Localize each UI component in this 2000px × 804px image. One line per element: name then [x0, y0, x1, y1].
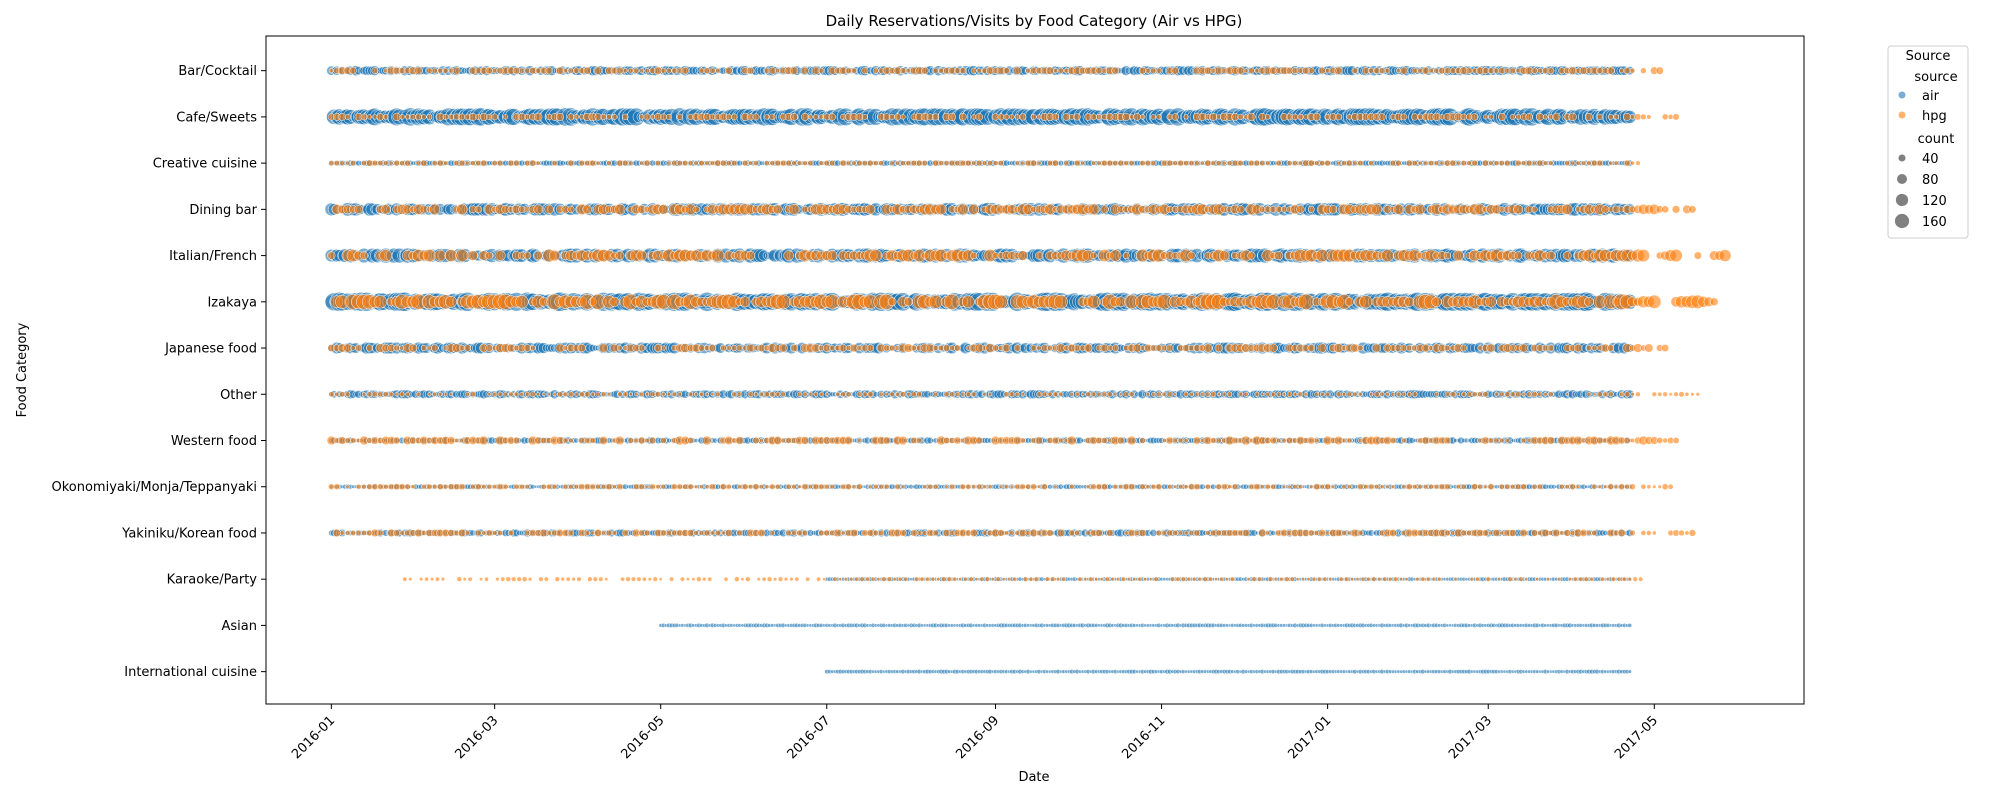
- chart-title: Daily Reservations/Visits by Food Catego…: [826, 12, 1243, 30]
- data-points: [324, 65, 1732, 675]
